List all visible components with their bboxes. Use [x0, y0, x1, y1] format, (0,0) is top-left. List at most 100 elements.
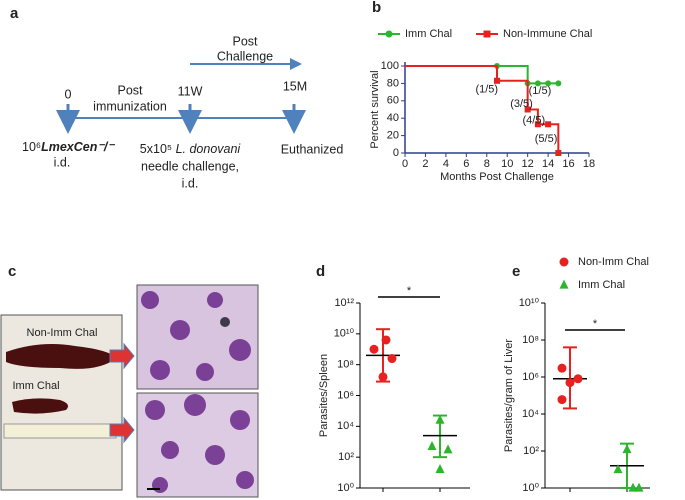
- marker: [534, 80, 541, 87]
- event-label: needle challenge,: [141, 159, 239, 173]
- marker: [628, 482, 638, 492]
- photo-label: Non-Imm Chal: [27, 327, 98, 339]
- y-tick-label: 10⁴: [337, 420, 354, 432]
- event-label: 5x10⁵ L. donovani: [140, 142, 242, 156]
- y-tick-label: 10⁶: [337, 389, 354, 401]
- spleen: [12, 398, 68, 414]
- marker: [555, 150, 562, 156]
- survival-line: [405, 65, 560, 153]
- marker: [381, 335, 391, 345]
- x-tick-label: 6: [463, 158, 469, 170]
- strain: LmexCen⁻/⁻: [41, 140, 115, 154]
- marker: [534, 121, 541, 128]
- y-tick-label: 10¹²: [334, 297, 354, 309]
- y-tick-label: 40: [387, 112, 399, 124]
- marker: [559, 257, 569, 267]
- x-tick-label: 4: [443, 158, 449, 170]
- y-tick-label: 10⁰: [337, 482, 354, 494]
- x-tick-label: 12: [522, 158, 534, 170]
- x-axis-title: Months Post Challenge: [440, 171, 554, 183]
- marker: [435, 464, 445, 474]
- spleen: [6, 344, 116, 369]
- annotation: (1/5): [475, 83, 498, 95]
- marker: [483, 30, 491, 38]
- marker: [387, 354, 397, 364]
- legend-label: Imm Chal: [578, 279, 625, 291]
- marker: [385, 30, 393, 38]
- x-tick-label: 10: [501, 158, 513, 170]
- photo-label: Imm Chal: [12, 380, 59, 392]
- panel-label: c: [8, 263, 16, 280]
- significance: *: [593, 318, 598, 330]
- x-tick-label: 0: [402, 158, 408, 170]
- y-tick-label: 10¹⁰: [519, 297, 540, 309]
- marker: [634, 482, 644, 492]
- event-label: Euthanized: [281, 142, 344, 156]
- y-tick-label: 20: [387, 130, 399, 142]
- x-tick-label: 18: [583, 158, 595, 170]
- x-tick-label: 2: [422, 158, 428, 170]
- y-tick-label: 80: [387, 77, 399, 89]
- x-tick-label: 16: [562, 158, 574, 170]
- marker: [555, 80, 562, 87]
- marker: [557, 363, 567, 373]
- marker: [613, 464, 623, 474]
- dose: 10⁶: [22, 140, 41, 154]
- marker: [622, 444, 632, 454]
- marker: [494, 77, 500, 84]
- time-label: 0: [65, 87, 72, 101]
- phase-label: Challenge: [217, 49, 273, 63]
- marker: [524, 106, 531, 113]
- marker: [557, 395, 567, 405]
- y-tick-label: 10¹⁰: [334, 328, 355, 340]
- marker: [443, 444, 453, 454]
- y-tick-label: 60: [387, 95, 399, 107]
- phase-label: Post: [232, 34, 258, 48]
- panel-label: a: [10, 5, 19, 22]
- panel-label: d: [316, 263, 325, 280]
- annotation: (5/5): [535, 133, 558, 145]
- event-label: i.d.: [54, 155, 71, 169]
- y-tick-label: 10⁴: [522, 408, 539, 420]
- species: L. donovani: [176, 142, 242, 156]
- marker: [545, 80, 552, 87]
- panel-label: b: [372, 0, 381, 16]
- legend-label: Non-Immune Chal: [503, 28, 592, 40]
- event-label: 10⁶LmexCen⁻/⁻: [22, 140, 115, 154]
- x-tick-label: 8: [484, 158, 490, 170]
- y-axis-title: Percent survival: [369, 70, 381, 148]
- x-tick-label: 14: [542, 158, 554, 170]
- marker: [435, 414, 445, 424]
- annotation: (1/5): [529, 85, 552, 97]
- time-label: 15M: [283, 79, 307, 93]
- y-axis-title: Parasites/Spleen: [318, 354, 330, 437]
- y-tick-label: 10²: [523, 445, 539, 457]
- survival-line: [405, 65, 559, 85]
- y-tick-label: 100: [381, 60, 399, 72]
- y-tick-label: 0: [393, 147, 399, 159]
- event-label: i.d.: [182, 176, 199, 190]
- y-tick-label: 10⁸: [337, 359, 354, 371]
- arrow: [109, 416, 135, 444]
- charts: 0 20 40 60 80 100 0 2 4 6 8 10 12 14 16 18 Months Post C…: [318, 28, 650, 494]
- marker: [559, 279, 569, 289]
- dose: 5x10⁵: [140, 142, 176, 156]
- panel-label: e: [512, 263, 520, 280]
- legend-label: Imm Chal: [405, 28, 452, 40]
- y-tick-label: 10⁶: [522, 371, 539, 383]
- photo-panel: Non-Imm Chal Imm Chal: [0, 284, 259, 498]
- y-tick-label: 10⁰: [522, 482, 539, 494]
- time-label: 11W: [178, 84, 203, 98]
- arrow: [109, 342, 135, 370]
- marker: [369, 344, 379, 354]
- significance: *: [407, 285, 412, 297]
- marker: [545, 121, 552, 128]
- timeline: Post Challenge 0 Post immunization 11W 1…: [22, 34, 343, 190]
- annotation: (3/5): [510, 98, 533, 110]
- marker: [573, 374, 583, 384]
- marker: [378, 372, 388, 382]
- annotation: (4/5): [522, 115, 545, 127]
- phase-label: Post: [117, 83, 143, 97]
- ruler: [3, 423, 117, 439]
